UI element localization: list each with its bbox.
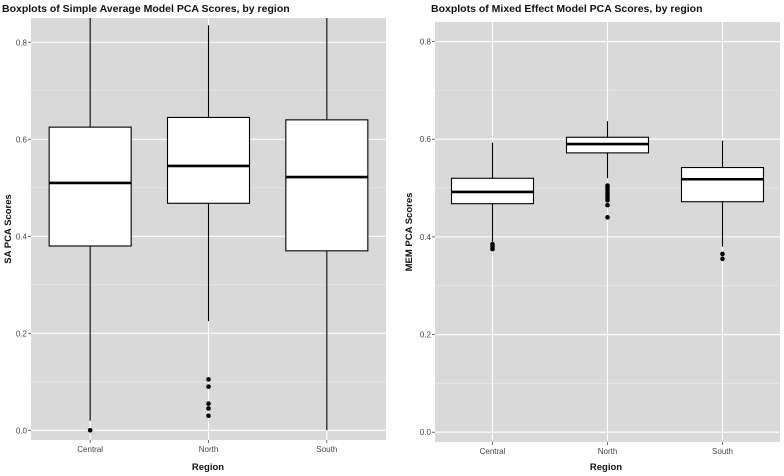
mem-outlier-point [605,215,610,220]
sa-y-tick-label: 0.4 [16,232,28,241]
sa-chart-title: Boxplots of Simple Average Model PCA Sco… [2,3,290,15]
mem-outlier-point [605,183,610,188]
mem-boxes [450,121,765,262]
mem-outlier-point [720,256,725,262]
sa-y-tick-label: 0.8 [16,38,28,47]
sa-outlier-point [206,413,211,419]
sa-x-tick-label: North [199,445,219,454]
sa-y-axis-label: SA PCA Scores [3,194,14,264]
mem-x-tick-label: North [598,447,618,456]
sa-y-tick-label: 0.2 [16,329,28,338]
sa-y-tick-label: 0.0 [16,426,28,435]
sa-x-axis-label: Region [192,462,224,473]
mem-outlier-point [490,241,495,247]
sa-boxplot-chart: Boxplots of Simple Average Model PCA Sco… [2,3,386,473]
mem-x-axis-ticks: Central North South [480,442,733,456]
mem-y-tick-label: 0.2 [420,331,432,340]
mem-y-tick-label: 0.0 [420,428,432,437]
sa-y-axis-ticks: 0.0 0.2 0.4 0.6 0.8 [16,38,31,435]
mem-x-tick-label: South [712,447,733,456]
sa-outlier-point [206,377,211,382]
sa-x-tick-label: South [316,445,337,454]
sa-y-tick-label: 0.6 [16,135,28,144]
sa-outlier-point [206,384,211,389]
mem-y-axis-label: MEM PCA Scores [404,193,415,272]
mem-x-axis-label: Region [590,462,622,473]
sa-outlier-point [87,427,93,433]
sa-box-north [166,116,251,204]
sa-boxes [48,18,369,433]
sa-x-tick-label: Central [77,445,103,454]
sa-box-south [285,119,369,252]
sa-box-central [48,126,132,247]
sa-x-axis-ticks: Central North South [77,440,337,454]
mem-y-axis-ticks: 0.0 0.2 0.4 0.6 0.8 [420,38,435,437]
mem-y-tick-label: 0.6 [420,135,432,144]
mem-outlier-point [720,251,725,257]
mem-x-tick-label: Central [480,447,506,456]
mem-box-south [680,166,765,203]
mem-y-tick-label: 0.4 [420,233,432,242]
mem-chart-title: Boxplots of Mixed Effect Model PCA Score… [431,3,702,15]
sa-outlier-point [206,406,211,411]
mem-y-tick-label: 0.8 [420,38,432,47]
sa-outlier-point [206,401,211,406]
mem-boxplot-chart: Boxplots of Mixed Effect Model PCA Score… [404,3,780,473]
mem-outlier-point [605,202,610,208]
